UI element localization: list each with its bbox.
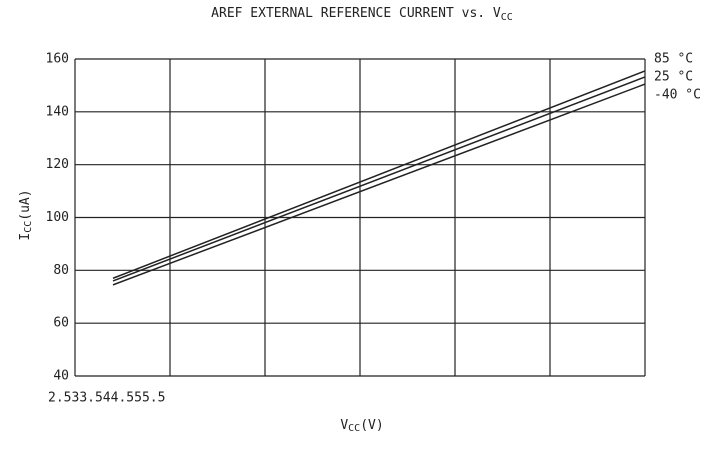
y-tick-label: 160 — [46, 52, 69, 67]
x-tick-label: 5.5 — [142, 391, 165, 406]
y-tick-label: 140 — [46, 104, 69, 119]
legend-label: 25 °C — [654, 70, 693, 85]
y-tick-label: 80 — [53, 263, 69, 278]
legend-label: 85 °C — [654, 52, 693, 67]
y-label-main: I — [18, 233, 33, 241]
x-label-unit: (V) — [360, 418, 383, 433]
chart-title: AREF EXTERNAL REFERENCE CURRENT vs. VCC — [211, 6, 513, 24]
y-label-unit: (uA) — [18, 189, 33, 220]
x-tick-label: 5 — [134, 391, 142, 406]
y-tick-label: 120 — [46, 157, 69, 172]
y-axis-label: ICC(uA) — [18, 189, 35, 240]
y-tick-label: 60 — [53, 316, 69, 331]
x-label-main: V — [340, 418, 348, 433]
x-label-sub: CC — [348, 423, 360, 434]
x-tick-label: 4 — [103, 391, 111, 406]
legend-label: -40 °C — [654, 88, 701, 103]
line — [112, 76, 646, 282]
x-tick-label: 2.5 — [48, 391, 71, 406]
y-tick-label: 40 — [53, 369, 69, 384]
x-tick-label: 4.5 — [111, 391, 134, 406]
title-sub: CC — [501, 12, 513, 23]
line — [112, 83, 646, 286]
x-tick-label: 3.5 — [79, 391, 102, 406]
x-tick-label: 3 — [71, 391, 79, 406]
x-axis-label: VCC(V) — [340, 418, 383, 435]
y-tick-label: 100 — [46, 210, 69, 225]
line — [112, 70, 646, 279]
title-main: AREF EXTERNAL REFERENCE CURRENT vs. V — [211, 6, 501, 21]
y-label-sub: CC — [23, 221, 34, 233]
